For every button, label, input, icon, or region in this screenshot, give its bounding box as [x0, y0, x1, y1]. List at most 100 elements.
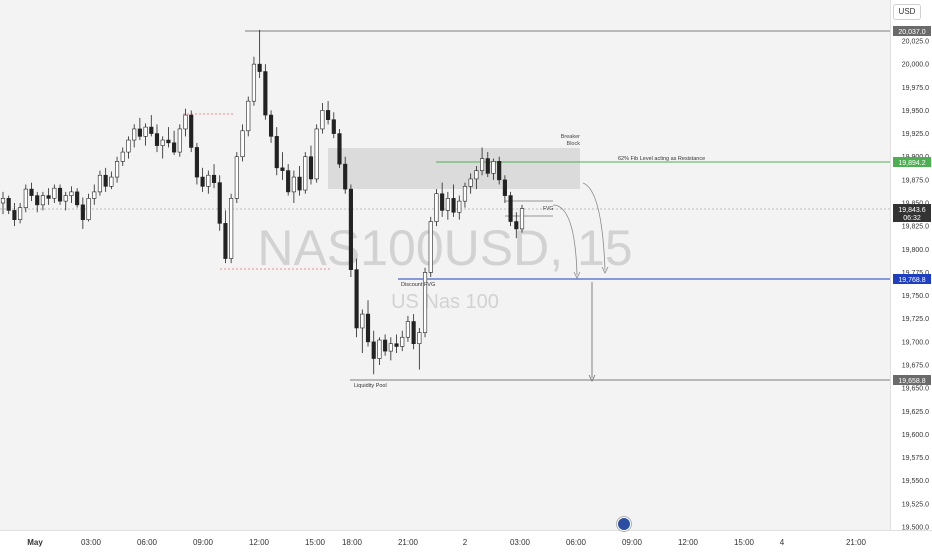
low-price-tag-text: 19,658.8 — [898, 378, 925, 385]
breaker-block-zone — [328, 148, 580, 189]
y-tick-labels: 19,500.0 19,525.0 19,550.0 19,575.0 19,600.0… — [902, 39, 929, 532]
candle-body — [29, 188, 34, 196]
x-tick-label: 2 — [463, 538, 468, 547]
candle-body — [251, 63, 257, 102]
x-tick-label: 21:00 — [398, 538, 419, 547]
candle-body — [326, 110, 331, 120]
high-price-tag-text: 20,037.0 — [898, 29, 925, 36]
candle-body — [514, 221, 519, 230]
candle-body — [143, 126, 148, 137]
currency-button[interactable]: USD — [893, 4, 921, 20]
projection-arrow-right — [582, 182, 606, 271]
y-tick-label: 19,675.0 — [902, 363, 929, 370]
fib-price-tag-text: 19,894.2 — [898, 160, 925, 167]
candle-body — [46, 195, 51, 199]
candle-body — [468, 178, 473, 187]
x-tick-label: 03:00 — [81, 538, 102, 547]
time-axis[interactable]: May 03:00 06:00 09:00 12:00 15:00 18:00 21:00 2 0… — [0, 530, 932, 551]
us-flag-icon[interactable] — [617, 517, 631, 531]
y-tick-label: 19,925.0 — [902, 131, 929, 138]
x-tick-label: 09:00 — [193, 538, 214, 547]
candle-body — [217, 182, 222, 224]
candle-body — [308, 156, 314, 180]
candle-body — [149, 126, 154, 134]
candle-body — [240, 130, 245, 158]
x-tick-label: May — [27, 538, 43, 547]
candle-body — [114, 161, 120, 178]
current-price-tag — [893, 204, 931, 222]
candle-body — [154, 133, 160, 146]
arrowhead-right — [601, 266, 609, 274]
candle-body — [12, 210, 17, 220]
y-tick-label: 19,875.0 — [902, 177, 929, 184]
candle-body — [274, 136, 279, 169]
price-axis[interactable]: 19,500.0 19,525.0 19,550.0 19,575.0 19,600.0… — [890, 0, 932, 532]
candle-body — [137, 128, 142, 137]
candle-body — [23, 188, 28, 208]
y-tick-label: 19,775.0 — [902, 270, 929, 277]
candle-body — [194, 147, 199, 178]
candle-body — [320, 110, 325, 130]
candle-body — [428, 221, 433, 273]
projection-arrow-left — [552, 204, 578, 276]
candle-body — [223, 223, 228, 259]
price-chart[interactable]: NAS100USD, 15 US Nas 100 Breaker Block 6… — [0, 0, 890, 530]
x-tick-label: 21:00 — [846, 538, 867, 547]
price-axis-svg: 19,500.0 19,525.0 19,550.0 19,575.0 19,600.0… — [893, 26, 931, 532]
candle-body — [229, 198, 234, 259]
candle-body — [172, 142, 177, 153]
candle-body — [343, 163, 348, 190]
countdown-tag-text: 06:32 — [903, 215, 921, 222]
y-tick-label: 19,750.0 — [902, 293, 929, 300]
y-tick-label: 19,500.0 — [902, 525, 929, 531]
y-tick-label: 20,000.0 — [902, 62, 929, 69]
candle-body — [485, 158, 490, 174]
candle-body — [75, 191, 80, 206]
candle-body — [337, 133, 342, 165]
candle-body — [291, 176, 296, 193]
candle-body — [120, 151, 125, 162]
candle-body — [354, 269, 359, 329]
candle-body — [280, 167, 285, 171]
candle-body — [508, 195, 513, 222]
y-tick-label: 19,825.0 — [902, 224, 929, 231]
candle-body — [388, 343, 393, 352]
low-price-tag — [893, 375, 931, 385]
candle-body — [263, 71, 268, 116]
chart-area[interactable]: NAS100USD, 15 US Nas 100 Breaker Block 6… — [0, 0, 890, 530]
candle-body — [52, 187, 57, 199]
candle-body — [394, 343, 399, 347]
y-tick-label: 19,700.0 — [902, 339, 929, 346]
candle-body — [417, 332, 422, 345]
y-tick-label: 19,550.0 — [902, 478, 929, 485]
candle-body — [462, 186, 468, 202]
candle-body — [491, 161, 496, 174]
candle-body — [234, 156, 239, 199]
candle-body — [6, 198, 11, 211]
x-tick-label: 06:00 — [137, 538, 158, 547]
candle-body — [400, 336, 405, 347]
y-tick-label: 19,975.0 — [902, 85, 929, 92]
fvg-label: FVG — [543, 206, 553, 212]
candle-body — [497, 161, 502, 181]
candle-body — [63, 195, 68, 202]
candle-body — [502, 179, 507, 196]
candle-body — [183, 114, 188, 130]
candle-body — [331, 119, 336, 134]
candle-body — [0, 198, 6, 204]
candle-body — [57, 187, 63, 202]
candle-body — [365, 313, 371, 343]
candles-group — [0, 29, 525, 375]
candle-body — [314, 128, 319, 180]
candle-body — [411, 321, 416, 345]
candle-body — [348, 188, 353, 270]
candle-body — [177, 128, 182, 153]
y-tick-label: 19,950.0 — [902, 108, 929, 115]
discount-fvg-label: Discount FVG — [401, 282, 435, 288]
y-tick-label: 19,575.0 — [902, 455, 929, 462]
arrowhead-left — [573, 271, 581, 279]
candle-body — [371, 341, 376, 359]
candle-body — [519, 208, 525, 230]
candle-body — [166, 139, 171, 144]
breaker-block-label-line2: Block — [567, 141, 581, 147]
